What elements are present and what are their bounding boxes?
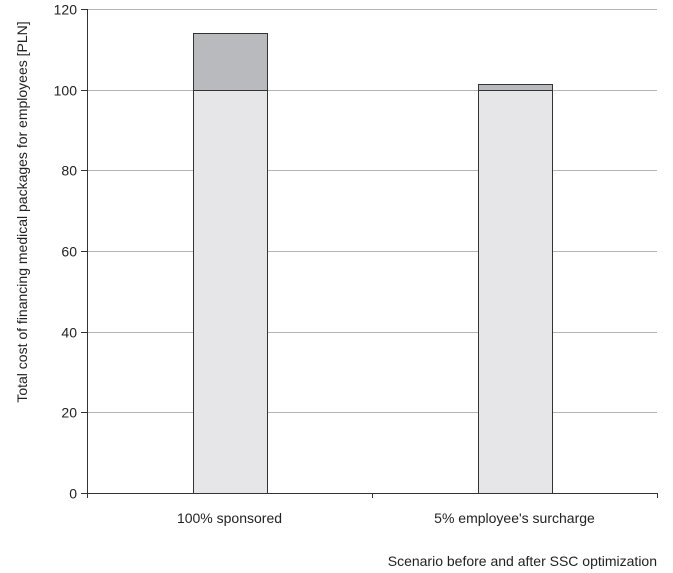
- y-tick-label: 120: [54, 2, 78, 18]
- grid-lines: [87, 9, 657, 413]
- axes: [81, 9, 658, 498]
- bar-segment: [193, 90, 268, 494]
- bar-segment: [478, 90, 553, 494]
- y-tick-labels: 0 20 40 60 80 100 120: [54, 2, 78, 502]
- y-tick-label: 80: [61, 163, 77, 179]
- bar-segment: [478, 84, 553, 91]
- y-tick-label: 100: [54, 83, 78, 99]
- y-tick-label: 60: [61, 244, 77, 260]
- x-category-labels: 100% sponsored 5% employee's surcharge: [177, 510, 595, 526]
- bar-segment: [193, 33, 268, 91]
- x-category-label: 5% employee's surcharge: [434, 510, 595, 526]
- y-tick-label: 0: [69, 486, 77, 502]
- x-category-label: 100% sponsored: [177, 510, 282, 526]
- y-axis-title: Total cost of financing medical packages…: [14, 21, 30, 402]
- x-axis-title: Scenario before and after SSC optimizati…: [388, 553, 657, 569]
- y-tick-label: 40: [61, 325, 77, 341]
- bars: [193, 33, 553, 494]
- y-tick-label: 20: [61, 405, 77, 421]
